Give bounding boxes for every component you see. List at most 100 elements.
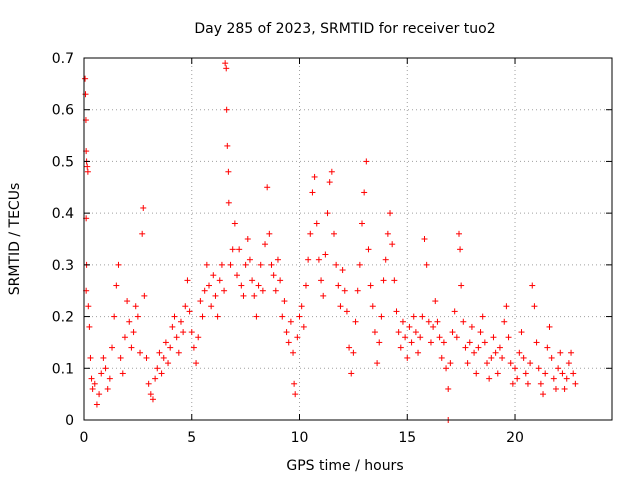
- data-point: [356, 261, 363, 268]
- data-point: [279, 313, 286, 320]
- data-point: [374, 360, 381, 367]
- data-point: [296, 313, 303, 320]
- data-point: [406, 323, 413, 330]
- data-point: [290, 349, 297, 356]
- data-point: [318, 277, 325, 284]
- data-point: [244, 236, 251, 242]
- data-point: [436, 334, 443, 341]
- data-point: [481, 339, 488, 346]
- data-point: [512, 365, 519, 372]
- data-point: [449, 329, 456, 336]
- data-point: [557, 349, 564, 356]
- data-point: [106, 375, 113, 382]
- data-point: [287, 318, 294, 325]
- data-point: [404, 354, 411, 361]
- data-point: [354, 287, 361, 294]
- data-point: [350, 349, 357, 356]
- data-point: [214, 313, 221, 320]
- x-tick-label: 15: [398, 430, 416, 446]
- data-point: [410, 313, 417, 320]
- data-point: [132, 303, 139, 310]
- data-point: [326, 179, 333, 186]
- data-point: [387, 210, 394, 217]
- data-point: [109, 344, 116, 351]
- data-point: [309, 189, 316, 196]
- data-point: [225, 168, 232, 175]
- data-point: [224, 142, 231, 149]
- data-point: [455, 230, 462, 237]
- data-point: [199, 313, 206, 320]
- data-point: [173, 334, 180, 341]
- data-point: [565, 360, 572, 367]
- data-point: [188, 329, 195, 336]
- data-point: [149, 396, 156, 403]
- data-point: [544, 344, 551, 351]
- data-point: [134, 313, 141, 320]
- data-point: [453, 334, 460, 341]
- data-point: [205, 282, 212, 289]
- data-point: [324, 210, 331, 217]
- data-point: [283, 329, 290, 336]
- data-point: [432, 298, 439, 305]
- data-point: [462, 344, 469, 351]
- data-point: [212, 292, 219, 299]
- data-point: [447, 360, 454, 367]
- data-point: [488, 354, 495, 361]
- data-point: [264, 184, 271, 191]
- data-point: [266, 230, 273, 237]
- data-point: [496, 344, 503, 351]
- data-point: [369, 303, 376, 310]
- data-point: [222, 60, 229, 67]
- data-point: [458, 282, 465, 289]
- data-point: [443, 365, 450, 372]
- data-point: [240, 292, 247, 299]
- data-point: [328, 168, 335, 175]
- data-point: [568, 349, 575, 356]
- data-point: [503, 303, 510, 310]
- data-point: [141, 292, 148, 299]
- y-axis-label: SRMTID / TECUs: [7, 183, 23, 296]
- data-point: [391, 277, 398, 284]
- data-point: [529, 282, 536, 289]
- data-point: [272, 287, 279, 294]
- data-point: [555, 365, 562, 372]
- data-point: [333, 261, 340, 268]
- data-point: [563, 375, 570, 382]
- data-point: [162, 339, 169, 346]
- y-tick-label: 0.1: [52, 361, 74, 377]
- data-point: [486, 375, 493, 382]
- data-point: [216, 277, 223, 284]
- data-point: [451, 308, 458, 315]
- data-point: [305, 256, 312, 263]
- data-point: [165, 360, 172, 367]
- data-point: [421, 236, 428, 242]
- data-point: [229, 246, 236, 253]
- data-point: [147, 391, 154, 398]
- data-point: [231, 220, 238, 227]
- data-point: [505, 334, 512, 341]
- data-point: [223, 65, 230, 72]
- plot-frame: [83, 57, 613, 421]
- data-point: [139, 230, 146, 237]
- data-point: [550, 375, 557, 382]
- data-point: [522, 370, 529, 377]
- data-point: [343, 308, 350, 315]
- data-point: [292, 391, 299, 398]
- data-point: [140, 204, 147, 211]
- data-point: [158, 370, 165, 377]
- data-point: [234, 272, 241, 279]
- data-point: [236, 246, 243, 253]
- data-point: [570, 370, 577, 377]
- data-point: [307, 230, 314, 237]
- data-point: [434, 318, 441, 325]
- data-point: [262, 241, 269, 248]
- data-point: [255, 282, 262, 289]
- data-point: [128, 344, 135, 351]
- data-point: [397, 344, 404, 351]
- data-point: [98, 370, 105, 377]
- data-point: [182, 303, 189, 310]
- data-point: [408, 339, 415, 346]
- data-point: [300, 323, 307, 330]
- data-point: [501, 318, 508, 325]
- data-point: [88, 375, 95, 382]
